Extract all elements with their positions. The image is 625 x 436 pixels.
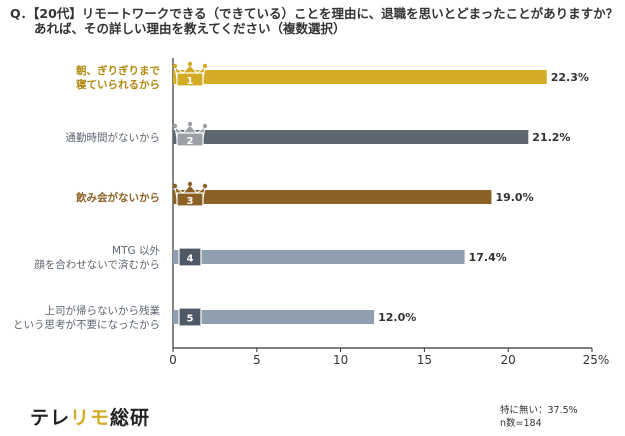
bar <box>173 310 375 324</box>
category-label: 上司が帰らないから残業 <box>45 304 161 317</box>
x-tick-label: 25% <box>583 353 610 367</box>
value-label: 12.0% <box>378 311 416 324</box>
bar <box>173 70 547 84</box>
value-label: 17.4% <box>469 251 507 264</box>
crown-jewel <box>172 63 178 69</box>
question-line-1: Q．【20代】リモートワークできる（できている）ことを理由に、退職を思いとどまっ… <box>10 6 619 21</box>
category-label: という思考が不要になったから <box>13 318 160 331</box>
rank-label: 2 <box>187 136 194 147</box>
crown-jewel <box>187 61 193 67</box>
rank-badge-box <box>178 247 202 267</box>
bar <box>173 250 465 264</box>
x-tick-label: 10 <box>333 353 348 367</box>
rank-label: 1 <box>187 76 194 87</box>
question-title: Q．【20代】リモートワークできる（できている）ことを理由に、退職を思いとどまっ… <box>10 6 620 36</box>
crown-jewel <box>187 181 193 187</box>
x-tick-label: 15 <box>417 353 432 367</box>
rank-badge-box <box>176 72 204 87</box>
crown-jewel <box>172 183 178 189</box>
x-tick-label: 5 <box>253 353 261 367</box>
x-tick-label: 0 <box>169 353 177 367</box>
category-label: 朝、ぎりぎりまで <box>76 64 160 77</box>
bar <box>173 190 492 204</box>
rank-label: 3 <box>187 196 194 207</box>
x-tick-label: 20 <box>501 353 516 367</box>
footnote-sample-size: n数=184 <box>500 418 542 429</box>
rank-label: 5 <box>187 314 194 325</box>
crown-jewel <box>202 63 208 69</box>
value-label: 22.3% <box>551 71 589 84</box>
rank-badge-box <box>178 307 202 327</box>
crown-jewel <box>202 183 208 189</box>
category-label: MTG 以外 <box>112 245 160 257</box>
brand-text-accent: リモ <box>70 407 111 429</box>
value-label: 19.0% <box>495 191 533 204</box>
crown-jewel <box>187 121 193 127</box>
brand-text-part1: テレ <box>30 407 71 429</box>
crown-jewel <box>202 123 208 129</box>
crown-jewel <box>172 123 178 129</box>
rank-label: 4 <box>187 254 194 265</box>
brand-logo: テレリモ総研 <box>30 403 150 430</box>
footnote-none: 特に無い：37.5% <box>500 405 578 416</box>
rank-badge-box <box>176 192 204 207</box>
bar <box>173 130 529 144</box>
category-label: 寝ていられるから <box>76 78 160 91</box>
category-label: 通勤時間がないから <box>66 131 161 144</box>
category-label: 顔を合わせないで済むから <box>34 258 160 271</box>
value-label: 21.2% <box>532 131 570 144</box>
footnote: 特に無い：37.5% n数=184 <box>500 404 578 430</box>
brand-text-part2: 総研 <box>110 407 151 429</box>
question-line-2: あれば、その詳しい理由を教えてください（複数選択） <box>34 21 346 36</box>
category-label: 飲み会がないから <box>75 191 160 204</box>
rank-badge-box <box>176 132 204 147</box>
